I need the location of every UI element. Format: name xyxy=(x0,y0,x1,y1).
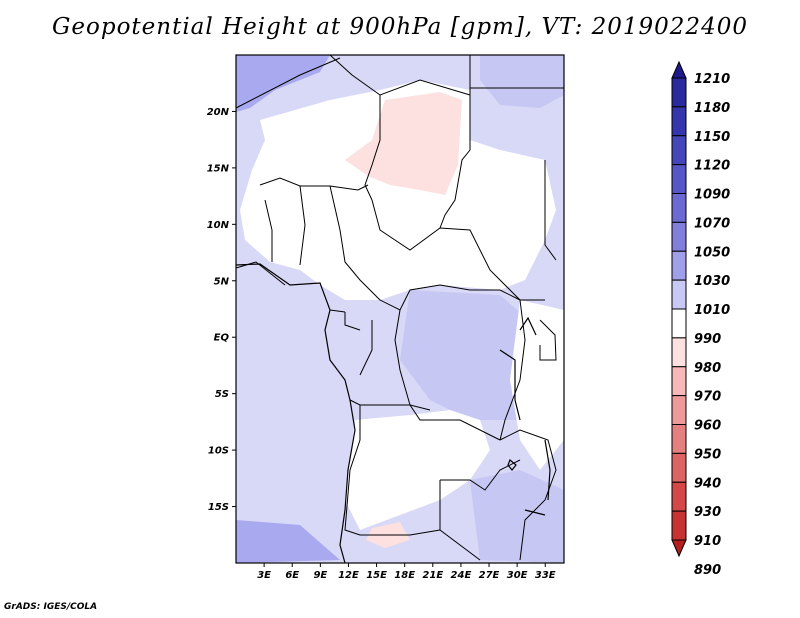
colorbar-level-label: 950 xyxy=(694,447,721,462)
country-borders xyxy=(235,54,564,561)
colorbar-swatch xyxy=(671,164,687,194)
coastlines xyxy=(235,263,551,564)
lat-label: EQ xyxy=(214,333,230,344)
pink-zone-north xyxy=(345,92,462,195)
colorbar-swatch xyxy=(671,481,687,512)
colorbar: 1210 1180 1150 1120 1090 1070 1050 1030 1010 990 9… xyxy=(671,60,730,578)
colorbar-level-label: 1010 xyxy=(694,303,730,318)
colorbar-swatch xyxy=(671,424,687,454)
colorbar-swatch xyxy=(671,510,687,541)
lon-label: 27E xyxy=(479,570,500,581)
colorbar-swatch xyxy=(671,308,687,339)
colorbar-swatch xyxy=(671,77,687,108)
white-south-zone xyxy=(345,410,490,530)
lon-label: 12E xyxy=(338,570,359,581)
colorbar-level-label: 980 xyxy=(694,361,721,376)
lon-label: 21E xyxy=(422,570,443,581)
longitude-axis: 3E 6E 9E 12E 15E 18E 21E 24E 27E 30E 33E xyxy=(257,563,556,581)
colorbar-swatch xyxy=(671,337,687,368)
map-frame xyxy=(235,54,565,564)
colorbar-swatch xyxy=(671,452,687,483)
lat-label: 15N xyxy=(207,163,230,174)
lon-label: 6E xyxy=(285,570,299,581)
grads-credit: GrADS: IGES/COLA xyxy=(4,602,98,612)
colorbar-swatch xyxy=(671,395,687,425)
colorbar-level-label: 1070 xyxy=(694,216,730,231)
map-title: Geopotential Height at 900hPa [gpm], VT:… xyxy=(52,14,748,40)
lon-label: 18E xyxy=(394,570,415,581)
colorbar-swatch xyxy=(671,193,687,223)
colorbar-level-label: 940 xyxy=(694,476,721,491)
lat-label: 10N xyxy=(207,220,230,231)
white-east-zone xyxy=(510,300,564,470)
lon-label: 3E xyxy=(257,570,271,581)
colorbar-level-label: 1150 xyxy=(694,130,730,145)
colorbar-swatch xyxy=(671,250,687,281)
colorbar-bottom-arrow xyxy=(671,539,687,558)
lon-label: 33E xyxy=(535,570,556,581)
lat-label: 5S xyxy=(215,389,229,400)
colorbar-top-arrow xyxy=(671,60,687,79)
colorbar-swatch xyxy=(671,106,687,137)
map-panel xyxy=(235,54,565,564)
colorbar-swatch xyxy=(671,221,687,252)
lon-label: 30E xyxy=(507,570,528,581)
lat-label: 20N xyxy=(207,107,230,118)
colorbar-level-label: 960 xyxy=(694,419,721,434)
lon-label: 24E xyxy=(451,570,472,581)
lon-label: 9E xyxy=(313,570,327,581)
latitude-axis: 20N 15N 10N 5N EQ 5S 10S 15S xyxy=(207,107,236,513)
lat-label: 15S xyxy=(208,502,229,513)
lat-label: 10S xyxy=(208,446,229,457)
mid-blue-patch-east xyxy=(470,470,564,563)
colorbar-level-label: 1210 xyxy=(694,72,730,87)
mid-blue-patch-sw xyxy=(236,520,340,563)
mid-blue-patch-north xyxy=(480,55,564,108)
colorbar-level-label: 970 xyxy=(694,390,721,405)
colorbar-level-label: 910 xyxy=(694,534,721,549)
colorbar-level-label: 990 xyxy=(694,332,721,347)
colorbar-level-label: 1180 xyxy=(694,101,730,116)
colorbar-level-label: 890 xyxy=(694,563,721,578)
colorbar-level-label: 930 xyxy=(694,505,721,520)
mid-blue-patch-central xyxy=(400,290,540,420)
colorbar-level-label: 1050 xyxy=(694,245,730,260)
colorbar-level-label: 1090 xyxy=(694,188,730,203)
colorbar-swatch xyxy=(671,279,687,310)
colorbar-level-label: 1120 xyxy=(694,159,730,174)
colorbar-swatch xyxy=(671,135,687,166)
lon-label: 15E xyxy=(366,570,387,581)
colorbar-swatch xyxy=(671,366,687,397)
colorbar-level-label: 1030 xyxy=(694,274,730,289)
lat-label: 5N xyxy=(214,276,230,287)
